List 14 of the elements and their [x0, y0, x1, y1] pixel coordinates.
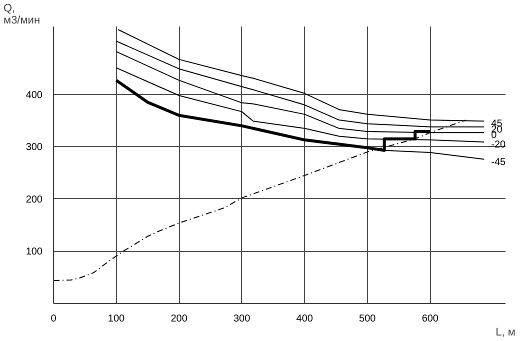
y-tick-label: 200	[26, 194, 43, 206]
x-tick-label: 400	[296, 314, 314, 324]
y-axis-title: Q, м3/мин	[4, 2, 40, 26]
y-tick-label: 100	[26, 246, 43, 258]
x-tick-label: 300	[233, 314, 251, 324]
y-tick-label: 400	[26, 90, 43, 101]
x-tick-label: 600	[422, 314, 439, 324]
x-tick-label: 0	[50, 314, 57, 324]
x-tick-label: 500	[359, 314, 376, 324]
y-tick-label: 300	[26, 142, 43, 154]
x-tick-label: 200	[170, 314, 188, 324]
series-label: -45	[491, 156, 506, 168]
x-tick-label: 100	[108, 314, 126, 324]
x-axis-title: L, м	[496, 326, 516, 338]
